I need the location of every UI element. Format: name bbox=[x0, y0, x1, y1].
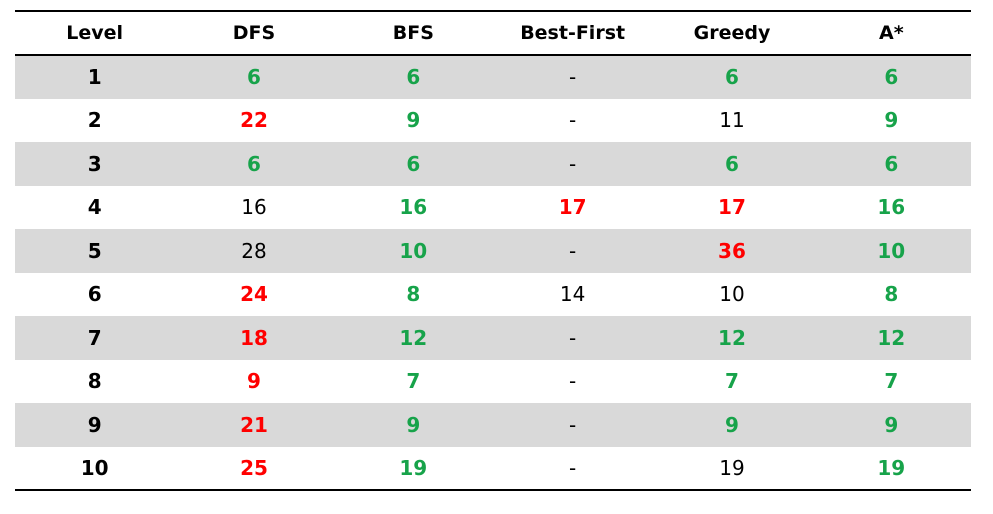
cell-greedy: 9 bbox=[652, 403, 812, 447]
header-best-first: Best-First bbox=[492, 10, 653, 56]
cell-bfs: 9 bbox=[333, 403, 493, 447]
table-row: 8 9 7 - 7 7 bbox=[15, 360, 971, 404]
cell-best-first: - bbox=[492, 403, 653, 447]
table-row: 3 6 6 - 6 6 bbox=[15, 142, 971, 186]
cell-a-star: 16 bbox=[877, 195, 906, 220]
cell-best-first: - bbox=[569, 369, 577, 394]
cell-dfs: 16 bbox=[241, 195, 267, 220]
cell-a-star: 19 bbox=[811, 446, 971, 491]
cell-level: 7 bbox=[15, 316, 175, 360]
cell-dfs: 21 bbox=[174, 403, 334, 447]
table-row: 5 28 10 - 36 10 bbox=[15, 229, 971, 273]
cell-dfs: 9 bbox=[247, 369, 261, 394]
cell-best-first: 14 bbox=[559, 282, 586, 307]
cell-dfs: 6 bbox=[174, 55, 334, 99]
cell-a-star: 12 bbox=[811, 316, 971, 360]
cell-best-first: - bbox=[492, 316, 653, 360]
table-row: 2 22 9 - 11 9 bbox=[15, 99, 971, 143]
cell-bfs: 16 bbox=[399, 195, 428, 220]
header-a-star: A* bbox=[811, 10, 971, 56]
cell-greedy: 7 bbox=[725, 369, 739, 394]
table-row: 6 24 8 14 10 8 bbox=[15, 273, 971, 317]
cell-level: 10 bbox=[15, 446, 175, 491]
cell-level: 6 bbox=[87, 282, 102, 307]
table-row: 1 6 6 - 6 6 bbox=[15, 55, 971, 99]
cell-level: 9 bbox=[15, 403, 175, 447]
cell-dfs: 28 bbox=[174, 229, 334, 273]
header-dfs: DFS bbox=[174, 10, 334, 56]
results-table-container: Level DFS BFS Best-First Greedy A* 1 6 6… bbox=[15, 10, 971, 491]
cell-best-first: - bbox=[492, 446, 653, 491]
cell-greedy: 19 bbox=[652, 446, 812, 491]
table-body: 1 6 6 - 6 6 2 22 9 - 11 9 3 6 6 - 6 bbox=[15, 55, 971, 491]
cell-a-star: 9 bbox=[884, 108, 899, 133]
header-row: Level DFS BFS Best-First Greedy A* bbox=[15, 10, 971, 56]
cell-a-star: 6 bbox=[811, 142, 971, 186]
cell-best-first: - bbox=[492, 55, 653, 99]
cell-best-first: 17 bbox=[558, 195, 587, 220]
cell-greedy: 11 bbox=[719, 108, 745, 133]
cell-bfs: 8 bbox=[406, 282, 421, 307]
header-level: Level bbox=[15, 10, 175, 56]
table-row: 4 16 16 17 17 16 bbox=[15, 186, 971, 230]
table-header: Level DFS BFS Best-First Greedy A* bbox=[15, 10, 971, 56]
cell-a-star: 7 bbox=[884, 369, 899, 394]
table-row: 9 21 9 - 9 9 bbox=[15, 403, 971, 447]
results-table: Level DFS BFS Best-First Greedy A* 1 6 6… bbox=[15, 10, 971, 491]
cell-bfs: 7 bbox=[406, 369, 421, 394]
cell-level: 3 bbox=[15, 142, 175, 186]
cell-bfs: 9 bbox=[406, 108, 421, 133]
cell-a-star: 9 bbox=[811, 403, 971, 447]
cell-level: 2 bbox=[87, 108, 102, 133]
cell-greedy: 6 bbox=[652, 142, 812, 186]
cell-level: 5 bbox=[15, 229, 175, 273]
cell-greedy: 36 bbox=[652, 229, 812, 273]
cell-dfs: 22 bbox=[240, 108, 268, 133]
cell-dfs: 25 bbox=[174, 446, 334, 491]
cell-best-first: - bbox=[569, 108, 577, 133]
table-row: 7 18 12 - 12 12 bbox=[15, 316, 971, 360]
cell-bfs: 6 bbox=[333, 142, 493, 186]
cell-dfs: 24 bbox=[240, 282, 268, 307]
cell-greedy: 6 bbox=[652, 55, 812, 99]
cell-level: 8 bbox=[87, 369, 102, 394]
cell-bfs: 19 bbox=[333, 446, 493, 491]
cell-greedy: 17 bbox=[718, 195, 746, 220]
table-row: 10 25 19 - 19 19 bbox=[15, 446, 971, 491]
cell-bfs: 6 bbox=[333, 55, 493, 99]
cell-best-first: - bbox=[492, 142, 653, 186]
cell-greedy: 10 bbox=[719, 282, 745, 307]
cell-dfs: 18 bbox=[174, 316, 334, 360]
cell-best-first: - bbox=[492, 229, 653, 273]
cell-a-star: 8 bbox=[884, 282, 899, 307]
cell-a-star: 6 bbox=[811, 55, 971, 99]
cell-bfs: 10 bbox=[333, 229, 493, 273]
header-greedy: Greedy bbox=[652, 10, 812, 56]
cell-a-star: 10 bbox=[811, 229, 971, 273]
cell-greedy: 12 bbox=[652, 316, 812, 360]
cell-level: 4 bbox=[87, 195, 102, 220]
cell-bfs: 12 bbox=[333, 316, 493, 360]
cell-dfs: 6 bbox=[174, 142, 334, 186]
cell-level: 1 bbox=[15, 55, 175, 99]
header-bfs: BFS bbox=[333, 10, 493, 56]
